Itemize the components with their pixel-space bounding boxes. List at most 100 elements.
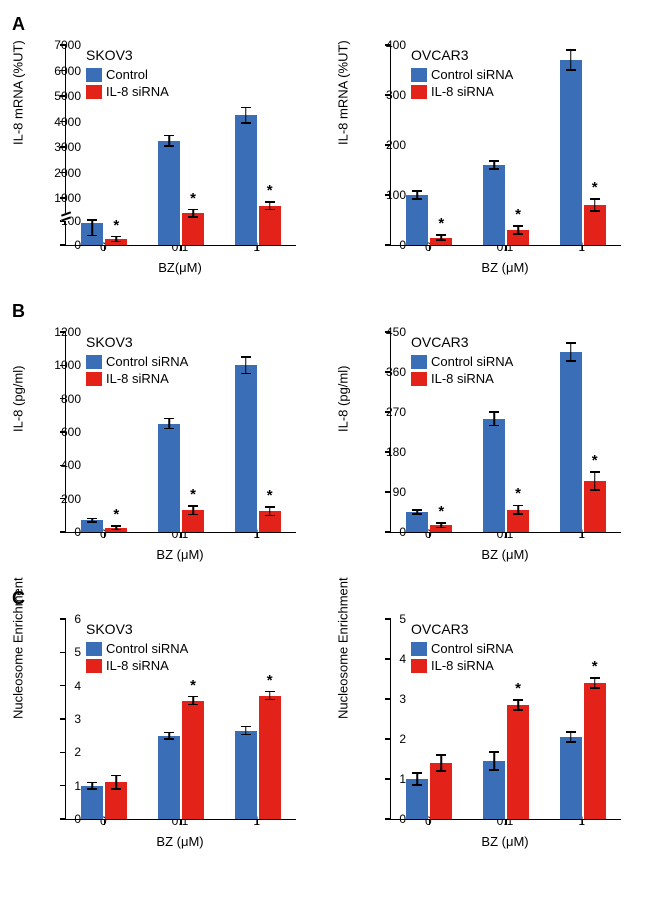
significance-marker: *: [113, 217, 119, 234]
significance-marker: *: [267, 672, 273, 689]
legend-swatch: [411, 659, 427, 673]
bar-control: [235, 115, 257, 245]
legend-label: Control siRNA: [106, 354, 188, 369]
x-axis-label: BZ(μM): [158, 260, 202, 275]
legend: Control siRNAIL-8 siRNA: [411, 641, 513, 675]
plot-area: **OVCAR3Control siRNAIL-8 siRNANucleosom…: [390, 619, 621, 820]
legend: Control siRNA IL-8 siRNA: [86, 641, 188, 675]
y-axis-label: IL-8 mRNA (%UT): [336, 40, 351, 145]
significance-marker: *: [515, 680, 521, 697]
bar-sirna: [182, 701, 204, 819]
y-axis-label: IL-8 mRNA (%UT): [11, 40, 26, 145]
legend-swatch: [86, 355, 102, 369]
y-axis-label: Nucleosome Enrichment: [336, 577, 351, 719]
bar-control: [560, 737, 582, 819]
y-axis-label: IL-8 (pg/ml): [336, 366, 351, 432]
significance-marker: *: [438, 503, 444, 520]
x-axis-label: BZ (μM): [481, 547, 528, 562]
chart-title: OVCAR3: [411, 47, 469, 63]
legend-swatch: [86, 659, 102, 673]
significance-marker: *: [592, 658, 598, 675]
significance-marker: *: [267, 182, 273, 199]
panel-row-B: 02004006008001000120000.11BZ (μM)***SKOV…: [10, 322, 640, 582]
chart-title: SKOV3: [86, 334, 133, 350]
y-axis-label: IL-8 (pg/ml): [11, 366, 26, 432]
chart-A-0: 0100100020003000400050006000700000.11BZ(…: [10, 35, 315, 295]
x-axis-label: BZ (μM): [156, 547, 203, 562]
panel-row-A: 0100100020003000400050006000700000.11BZ(…: [10, 35, 640, 295]
bar-control: [483, 419, 505, 532]
panel-label-B: B: [12, 301, 640, 322]
significance-marker: *: [592, 452, 598, 469]
bar-sirna: [259, 696, 281, 819]
legend-swatch: [86, 68, 102, 82]
bar-control: [483, 165, 505, 245]
legend-label: Control siRNA: [431, 67, 513, 82]
significance-marker: *: [515, 485, 521, 502]
bar-sirna: [584, 683, 606, 819]
significance-marker: *: [515, 206, 521, 223]
significance-marker: *: [267, 487, 273, 504]
panel-row-C: 012345600.11BZ (μM)**SKOV3Control siRNAI…: [10, 609, 640, 869]
panel-label-A: A: [12, 14, 640, 35]
chart-A-1: 010020030040000.11BZ (μM)***OVCAR3Contro…: [335, 35, 640, 295]
bar-control: [158, 141, 180, 245]
legend-label: IL-8 siRNA: [431, 84, 494, 99]
chart-title: SKOV3: [86, 47, 133, 63]
legend-swatch: [411, 355, 427, 369]
plot-area: ***SKOV3ControlIL-8 siRNAIL-8 mRNA (%UT): [65, 45, 296, 246]
significance-marker: *: [190, 486, 196, 503]
bar-control: [560, 60, 582, 245]
plot-area: **SKOV3Control siRNAIL-8 siRNANucleosome…: [65, 619, 296, 820]
x-axis-label: BZ (μM): [481, 260, 528, 275]
plot-area: ***OVCAR3Control siRNAIL-8 siRNAIL-8 (pg…: [390, 332, 621, 533]
legend-label: Control siRNA: [106, 641, 188, 656]
significance-marker: *: [592, 179, 598, 196]
legend-swatch: [411, 85, 427, 99]
legend-swatch: [411, 372, 427, 386]
legend-label: IL-8 siRNA: [106, 658, 169, 673]
chart-title: SKOV3: [86, 621, 133, 637]
legend-swatch: [86, 372, 102, 386]
significance-marker: *: [190, 190, 196, 207]
chart-B-1: 09018027036045000.11BZ (μM)***OVCAR3Cont…: [335, 322, 640, 582]
legend: Control siRNA IL-8 siRNA: [411, 354, 513, 388]
plot-area: ***SKOV3Control siRNAIL-8 siRNAIL-8 (pg/…: [65, 332, 296, 533]
bar-sirna: [182, 213, 204, 245]
significance-marker: *: [113, 506, 119, 523]
significance-marker: *: [438, 215, 444, 232]
x-axis-label: BZ (μM): [481, 834, 528, 849]
legend-swatch: [86, 642, 102, 656]
panel-label-C: C: [12, 588, 640, 609]
bar-control: [406, 195, 428, 245]
bar-control: [158, 424, 180, 532]
legend-swatch: [411, 68, 427, 82]
plot-area: ***OVCAR3Control siRNAIL-8 siRNAIL-8 mRN…: [390, 45, 621, 246]
bar-sirna: [507, 705, 529, 819]
bar-control: [560, 352, 582, 532]
legend-label: Control siRNA: [431, 641, 513, 656]
significance-marker: *: [190, 677, 196, 694]
legend-label: IL-8 siRNA: [106, 84, 169, 99]
chart-C-1: 01234500.11BZ (μM)**OVCAR3Control siRNAI…: [335, 609, 640, 869]
legend-label: IL-8 siRNA: [431, 371, 494, 386]
chart-B-0: 02004006008001000120000.11BZ (μM)***SKOV…: [10, 322, 315, 582]
bar-control: [406, 512, 428, 532]
bar-sirna: [259, 206, 281, 245]
legend: Control IL-8 siRNA: [86, 67, 169, 101]
chart-title: OVCAR3: [411, 621, 469, 637]
x-axis-label: BZ (μM): [156, 834, 203, 849]
legend-label: Control siRNA: [431, 354, 513, 369]
bar-control: [235, 731, 257, 819]
legend-swatch: [411, 642, 427, 656]
bar-control: [158, 736, 180, 819]
bar-control: [81, 786, 103, 819]
legend-swatch: [86, 85, 102, 99]
legend-label: IL-8 siRNA: [106, 371, 169, 386]
legend: Control siRNA IL-8 siRNA: [86, 354, 188, 388]
bar-control: [235, 365, 257, 532]
y-axis-label: Nucleosome Enrichment: [11, 577, 26, 719]
legend-label: Control: [106, 67, 148, 82]
chart-title: OVCAR3: [411, 334, 469, 350]
legend: Control siRNA IL-8 siRNA: [411, 67, 513, 101]
